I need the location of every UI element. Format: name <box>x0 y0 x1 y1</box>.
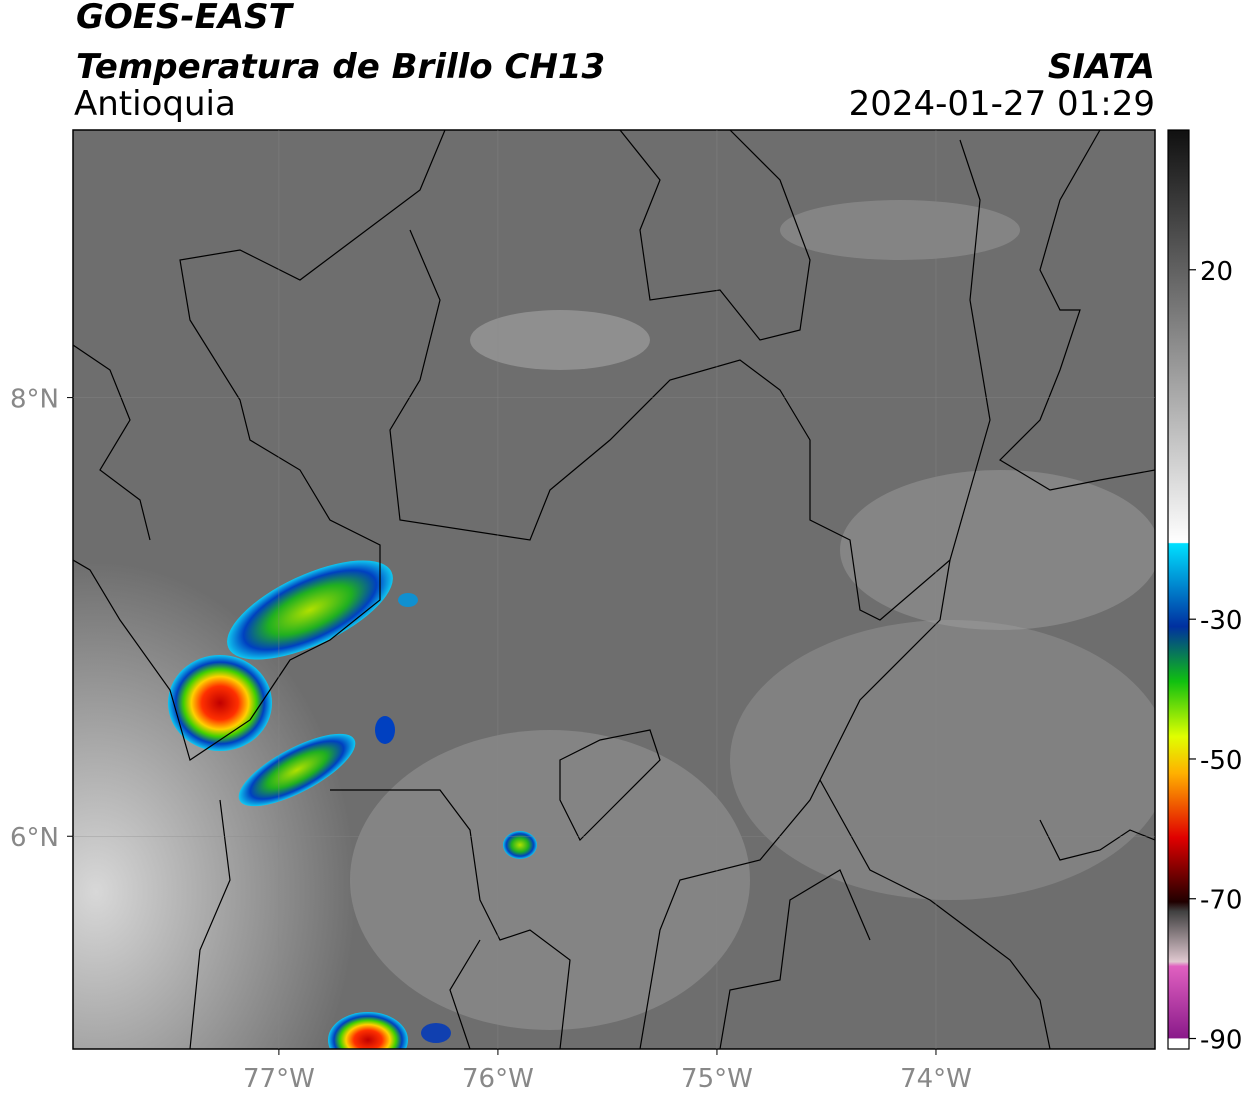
datetime: 2024-01-27 01:29 <box>849 84 1155 124</box>
bright-region <box>470 310 650 370</box>
y-tick-label: 8°N <box>10 385 59 415</box>
bright-region <box>840 470 1155 630</box>
org: SIATA <box>1048 47 1155 87</box>
map-frame <box>72 129 1156 1050</box>
storm-cell <box>168 655 272 751</box>
x-tick-label: 75°W <box>681 1064 753 1094</box>
colorbar-tick-label: 20 <box>1200 257 1233 287</box>
storm-cell <box>238 733 356 807</box>
title: GOES-EAST <box>76 0 295 37</box>
storm-cell <box>503 831 537 859</box>
colorbar <box>1167 129 1190 1050</box>
colorbar-tick-label: -90 <box>1200 1026 1242 1056</box>
colorbar-tick-label: -50 <box>1200 746 1242 776</box>
storm-cell <box>421 1023 451 1043</box>
borders <box>73 130 1155 1049</box>
bright-region <box>350 730 750 1030</box>
satellite-image <box>73 130 1155 1049</box>
x-tick-label: 76°W <box>462 1064 534 1094</box>
colorbar-tick-label: -30 <box>1200 606 1242 636</box>
bright-region <box>780 200 1020 260</box>
colorbar-tick-label: -70 <box>1200 886 1242 916</box>
subtitle: Temperatura de Brillo CH13 <box>76 47 605 87</box>
bright-region <box>730 620 1155 900</box>
storm-cell <box>398 593 418 607</box>
x-tick-label: 77°W <box>243 1064 315 1094</box>
storm-cell <box>227 560 393 660</box>
storm-cell <box>375 716 395 744</box>
storm-cell <box>328 1012 408 1049</box>
y-tick-label: 6°N <box>10 823 59 853</box>
x-tick-label: 74°W <box>900 1064 972 1094</box>
region: Antioquia <box>74 84 236 124</box>
